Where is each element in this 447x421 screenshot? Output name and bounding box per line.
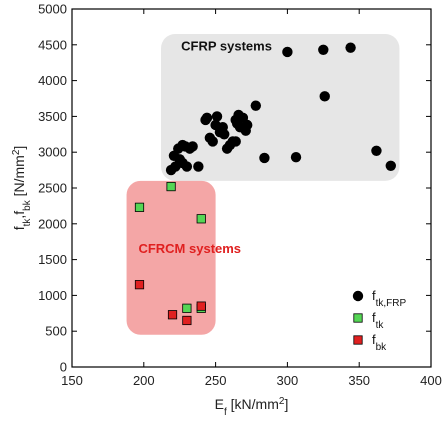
legend-label-1: ftk [372,310,384,331]
y-tick-label: 3000 [38,145,67,160]
region-label-0: CFRP systems [181,39,272,54]
legend-marker-0 [352,290,364,302]
y-axis-title: ftk,fbk [N/mm2] [11,146,33,231]
legend-marker-2 [353,335,363,345]
y-tick-label: 1500 [38,252,67,267]
point-1-2 [196,214,206,224]
labels-layer: CFRP systems CFRCM systems 150 200 250 300 350… [11,2,442,418]
x-tick-label: 300 [277,373,299,388]
point-1-0 [134,202,145,212]
point-0-32 [250,100,262,111]
y-tick-label: 5000 [38,2,67,17]
point-2-0 [134,280,145,290]
x-tick-label: 200 [133,373,155,388]
region-1 [126,180,216,335]
x-tick-label: 250 [205,373,227,388]
y-tick-label: 4500 [38,37,67,52]
point-0-25 [230,136,241,147]
point-0-15 [207,136,218,147]
y-tick-label: 2000 [38,216,67,231]
x-tick-label: 400 [420,373,442,388]
point-0-10 [187,141,198,152]
x-tick-label: 350 [348,373,370,388]
y-tick-label: 1000 [38,288,67,303]
point-0-13 [201,112,213,124]
legend-marker-1 [353,313,363,323]
point-1-3 [182,303,192,313]
points-layer [134,42,396,326]
point-2-2 [182,315,192,326]
point-0-34 [282,46,293,58]
point-0-39 [371,145,382,156]
point-0-8 [181,161,193,172]
y-tick-label: 4000 [38,73,67,88]
point-0-40 [385,160,396,172]
legend-label-2: fbk [372,332,387,353]
point-0-20 [219,129,230,140]
point-0-17 [211,111,223,122]
point-0-11 [193,161,204,172]
x-axis-title: Ef [kN/mm2] [215,396,289,418]
point-2-1 [167,310,178,320]
y-tick-label: 3500 [38,109,67,124]
point-0-35 [290,152,302,163]
point-0-36 [318,44,329,56]
point-0-38 [345,42,356,53]
point-2-3 [196,301,206,311]
regions-layer [126,34,400,335]
point-1-1 [166,181,176,192]
point-0-37 [319,91,330,102]
point-0-31 [241,119,253,131]
y-tick-label: 0 [60,360,67,375]
y-tick-label: 500 [45,324,67,339]
x-tick-label: 150 [61,373,83,388]
region-0 [161,34,400,181]
region-label-1: CFRCM systems [138,241,241,256]
y-tick-label: 2500 [38,181,67,196]
legend-label-0: ftk,FRP [372,288,407,309]
plot-frame [71,8,432,368]
point-0-33 [259,152,270,164]
